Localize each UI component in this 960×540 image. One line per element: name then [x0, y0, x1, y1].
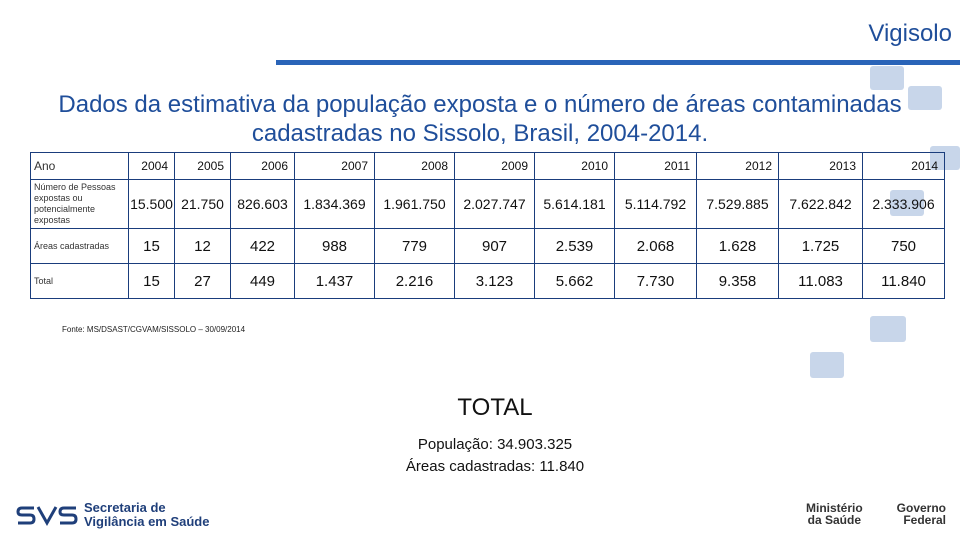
total-cell: 5.662 [534, 263, 615, 299]
table-row-years: Ano 2004 2005 2006 2007 2008 2009 2010 2… [30, 152, 945, 180]
table-row-total: Total 15 27 449 1.437 2.216 3.123 5.662 … [30, 263, 945, 299]
summary-areas: Áreas cadastradas: 11.840 [360, 458, 630, 475]
areas-cell: 422 [230, 228, 295, 264]
brand-title: Vigisolo [868, 20, 952, 47]
population-cell: 5.614.181 [534, 179, 615, 229]
total-cell: 11.083 [778, 263, 863, 299]
year-cell: 2005 [174, 152, 231, 180]
source-note: Fonte: MS/DSAST/CGVAM/SISSOLO – 30/09/20… [62, 325, 246, 334]
summary-population: População: 34.903.325 [360, 436, 630, 453]
year-cell: 2007 [294, 152, 375, 180]
government-logos: Ministério da Saúde Governo Federal [806, 502, 946, 526]
table-row-population: Número de Pessoas expostas ou potencialm… [30, 179, 945, 229]
table-row-areas: Áreas cadastradas 15 12 422 988 779 907 … [30, 228, 945, 264]
total-cell: 11.840 [862, 263, 945, 299]
total-cell: 1.437 [294, 263, 375, 299]
population-cell: 21.750 [174, 179, 231, 229]
total-cell: 2.216 [374, 263, 455, 299]
svs-logo: Secretaria de Vigilância em Saúde [16, 500, 209, 530]
governo-line1: Governo [896, 501, 946, 515]
population-cell: 1.834.369 [294, 179, 375, 229]
header-divider [276, 60, 960, 65]
population-cell: 7.529.885 [696, 179, 779, 229]
areas-cell: 1.628 [696, 228, 779, 264]
areas-cell: 988 [294, 228, 375, 264]
population-cell: 826.603 [230, 179, 295, 229]
year-cell: 2008 [374, 152, 455, 180]
population-cell: 7.622.842 [778, 179, 863, 229]
governo-logo: Governo Federal [897, 502, 946, 526]
summary-population-value: 34.903.325 [497, 436, 573, 453]
total-cell: 449 [230, 263, 295, 299]
total-cell: 7.730 [614, 263, 697, 299]
areas-cell: 2.539 [534, 228, 615, 264]
summary-population-label: População: [417, 436, 493, 453]
total-cell: 9.358 [696, 263, 779, 299]
ministerio-line2: da Saúde [807, 513, 862, 527]
page-title: Dados da estimativa da população exposta… [58, 91, 902, 147]
population-cell: 2.333.906 [862, 179, 945, 229]
year-cell: 2006 [230, 152, 295, 180]
ministerio-logo: Ministério da Saúde [806, 502, 863, 526]
population-cell: 1.961.750 [374, 179, 455, 229]
year-cell: 2010 [534, 152, 615, 180]
areas-cell: 15 [128, 228, 175, 264]
year-cell: 2009 [454, 152, 535, 180]
row-label-areas: Áreas cadastradas [30, 228, 129, 264]
year-cell: 2004 [128, 152, 175, 180]
areas-cell: 907 [454, 228, 535, 264]
svs-logo-icon [16, 506, 78, 527]
governo-line2: Federal [903, 513, 946, 527]
svs-line2: Vigilância em Saúde [84, 514, 210, 529]
areas-cell: 2.068 [614, 228, 697, 264]
row-label-year: Ano [30, 152, 129, 180]
total-cell: 27 [174, 263, 231, 299]
year-cell: 2014 [862, 152, 945, 180]
data-table: Ano 2004 2005 2006 2007 2008 2009 2010 2… [30, 152, 945, 299]
row-label-population: Número de Pessoas expostas ou potencialm… [30, 179, 129, 229]
svs-line1: Secretaria de [84, 500, 166, 515]
summary-areas-label: Áreas cadastradas: [405, 458, 536, 475]
summary-areas-value: 11.840 [539, 458, 585, 475]
decor-icon-family [810, 352, 844, 378]
year-cell: 2011 [614, 152, 697, 180]
row-label-total: Total [30, 263, 129, 299]
population-cell: 5.114.792 [614, 179, 697, 229]
svs-logo-text: Secretaria de Vigilância em Saúde [84, 501, 209, 529]
decor-icon-drop [870, 66, 904, 90]
year-cell: 2012 [696, 152, 779, 180]
summary-title: TOTAL [457, 394, 533, 421]
areas-cell: 750 [862, 228, 945, 264]
decor-icon-animal [870, 316, 906, 342]
decor-icon-syringe [908, 86, 942, 110]
total-cell: 15 [128, 263, 175, 299]
year-cell: 2013 [778, 152, 863, 180]
areas-cell: 1.725 [778, 228, 863, 264]
ministerio-line1: Ministério [806, 501, 863, 515]
areas-cell: 779 [374, 228, 455, 264]
total-cell: 3.123 [454, 263, 535, 299]
population-cell: 2.027.747 [454, 179, 535, 229]
areas-cell: 12 [174, 228, 231, 264]
population-cell: 15.500 [128, 179, 175, 229]
